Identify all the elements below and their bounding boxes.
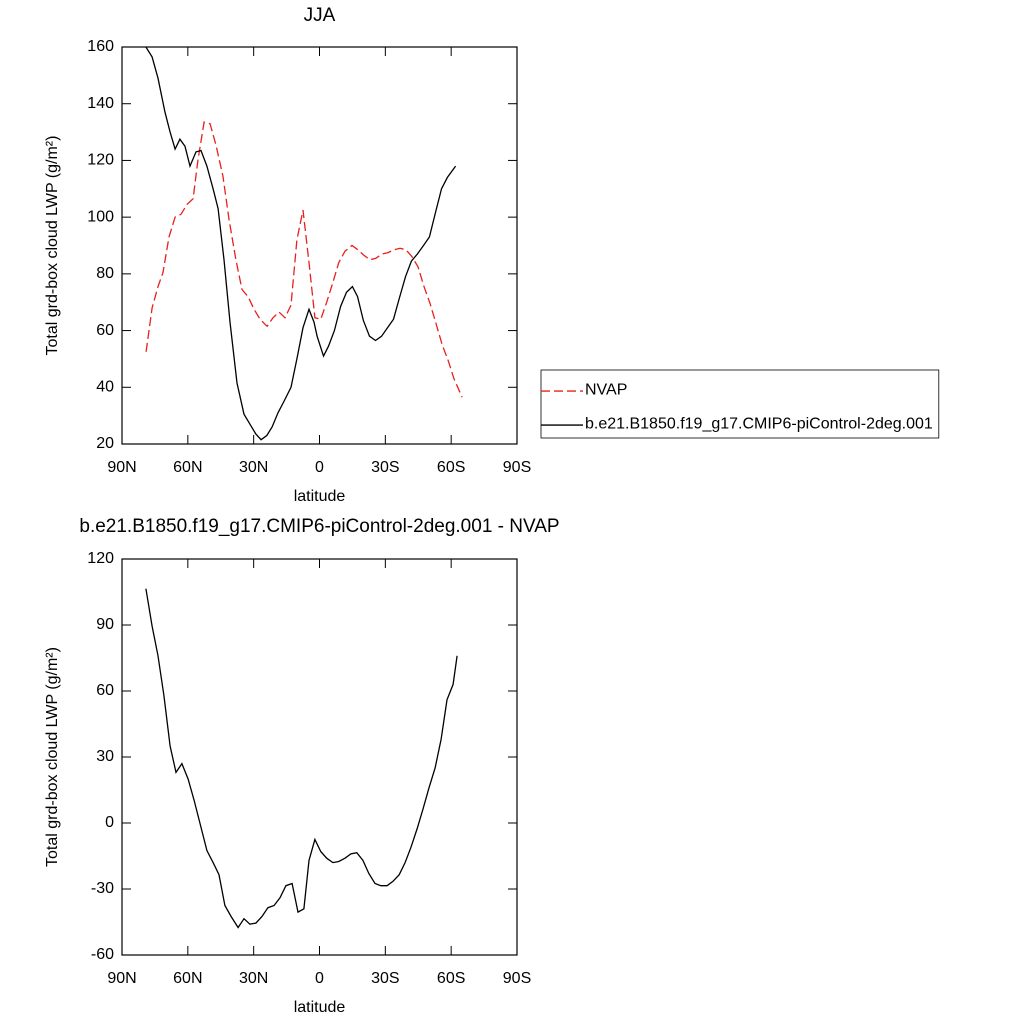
x-tick-label: 30S [371,459,399,476]
y-tick-label: 120 [87,152,114,169]
y-axis-label: Total grd-box cloud LWP (g/m²) [44,647,61,867]
x-tick-label: 30S [371,970,399,987]
y-tick-label: 0 [105,814,114,831]
x-tick-label: 0 [315,459,324,476]
y-tick-label: 60 [96,322,114,339]
y-tick-label: 90 [96,616,114,633]
x-axis-label: latitude [294,488,346,505]
y-axis-label: Total grd-box cloud LWP (g/m²) [44,136,61,356]
x-tick-label: 30N [239,459,268,476]
x-tick-label: 90N [107,970,136,987]
x-tick-label: 0 [315,970,324,987]
y-tick-label: 140 [87,95,114,112]
x-tick-label: 60S [437,970,465,987]
y-tick-label: 80 [96,265,114,282]
chart-title: JJA [304,5,336,26]
data-line [145,46,457,441]
data-line [145,588,458,929]
legend-label: b.e21.B1850.f19_g17.CMIP6-piControl-2deg… [585,415,933,432]
y-tick-label: 40 [96,379,114,396]
y-tick-label: 60 [96,682,114,699]
y-tick-label: 160 [87,38,114,55]
x-tick-label: 60N [173,459,202,476]
x-tick-label: 60S [437,459,465,476]
x-tick-label: 90S [503,970,531,987]
legend-frame [540,369,940,439]
y-tick-label: -60 [91,946,114,963]
data-line [145,121,463,398]
x-tick-label: 60N [173,970,202,987]
legend-label: NVAP [585,381,627,398]
x-axis-label: latitude [294,999,346,1016]
x-tick-label: 30N [239,970,268,987]
y-tick-label: -30 [91,880,114,897]
y-tick-label: 30 [96,748,114,765]
x-tick-label: 90S [503,459,531,476]
y-tick-label: 20 [96,435,114,452]
x-tick-label: 90N [107,459,136,476]
plot-frame [121,558,518,956]
y-tick-label: 100 [87,208,114,225]
chart-title: b.e21.B1850.f19_g17.CMIP6-piControl-2deg… [79,516,559,537]
y-tick-label: 120 [87,550,114,567]
plot-frame [121,46,518,445]
